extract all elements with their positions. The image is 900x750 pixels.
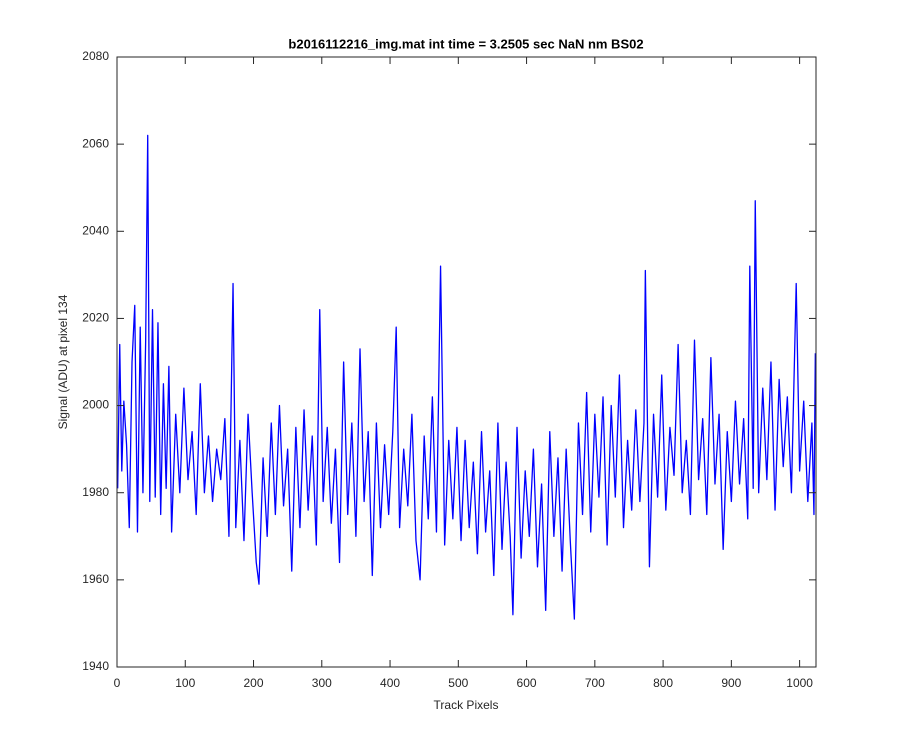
x-tick-label: 900 (721, 676, 741, 690)
x-tick-label: 300 (312, 676, 332, 690)
y-tick-label: 2080 (82, 49, 109, 63)
x-axis-label: Track Pixels (434, 698, 499, 712)
y-tick-label: 2000 (82, 398, 109, 412)
axes-box (116, 56, 817, 668)
y-axis-label: Signal (ADU) at pixel 134 (56, 294, 70, 429)
x-tick-label: 100 (175, 676, 195, 690)
chart-title: b2016112216_img.mat int time = 3.2505 se… (288, 36, 643, 51)
x-tick-label: 1000 (786, 676, 813, 690)
y-tick-label: 1960 (82, 572, 109, 586)
x-tick-label: 200 (244, 676, 264, 690)
x-tick-label: 0 (114, 676, 121, 690)
x-tick-label: 500 (448, 676, 468, 690)
data-line (117, 134, 816, 620)
x-tick-label: 400 (380, 676, 400, 690)
x-tick-label: 600 (517, 676, 537, 690)
x-tick-label: 700 (585, 676, 605, 690)
x-tick-label: 800 (653, 676, 673, 690)
y-tick-label: 2020 (82, 311, 109, 325)
y-tick-label: 2040 (82, 223, 109, 237)
y-tick-label: 1980 (82, 485, 109, 499)
y-tick-label: 1940 (82, 659, 109, 673)
y-tick-label: 2060 (82, 136, 109, 150)
